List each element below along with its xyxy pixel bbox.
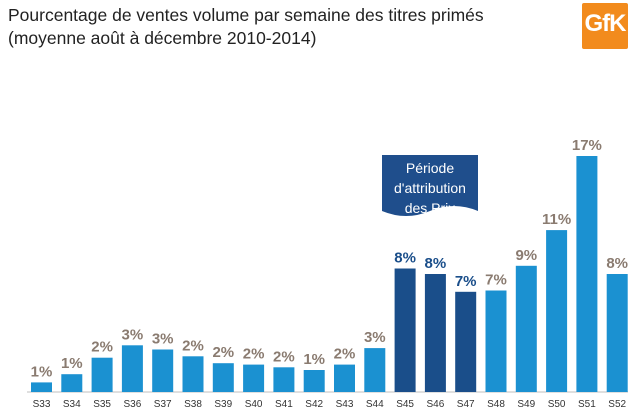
value-label-s52: 8% (606, 255, 628, 272)
bar-s41 (273, 367, 295, 392)
bar-s52 (606, 274, 628, 392)
bar-s46 (424, 274, 446, 392)
value-label-s34: 1% (61, 355, 83, 372)
tick-label-s38: S38 (184, 399, 202, 410)
callout-text: Période d'attribution des Prix (382, 158, 478, 218)
tick-labels-group: S33 S34 S35 S36 S37 S38 S39 S40 S41 S42 S43 S44 S45 S… (33, 399, 627, 410)
bar-s42 (303, 370, 325, 392)
bar-s34 (61, 374, 83, 392)
tick-label-s45: S45 (396, 399, 414, 410)
tick-label-s51: S51 (578, 399, 596, 410)
tick-label-s42: S42 (305, 399, 323, 410)
tick-label-s41: S41 (275, 399, 293, 410)
value-label-s40: 2% (243, 346, 265, 363)
bar-s43 (334, 364, 355, 392)
bar-s47 (455, 291, 477, 392)
bar-s51 (576, 156, 598, 392)
callout-line-2: d'attribution (394, 180, 466, 196)
tick-label-s33: S33 (33, 399, 51, 410)
value-label-s37: 3% (152, 331, 174, 348)
value-label-s36: 3% (122, 326, 144, 343)
value-label-s50: 11% (542, 211, 571, 228)
bar-s50 (546, 230, 568, 392)
tick-label-s43: S43 (336, 399, 354, 410)
value-label-s39: 2% (212, 344, 234, 361)
tick-label-s36: S36 (124, 399, 142, 410)
bar-s37 (152, 349, 174, 392)
value-label-s48: 7% (485, 272, 507, 289)
bar-s36 (121, 345, 143, 392)
callout-line-1: Période (405, 160, 455, 176)
tick-label-s48: S48 (487, 399, 505, 410)
value-label-s38: 2% (182, 337, 204, 354)
bar-s39 (212, 363, 234, 392)
value-label-s43: 2% (334, 346, 356, 363)
value-label-s46: 8% (425, 255, 447, 272)
tick-label-s39: S39 (214, 399, 232, 410)
tick-label-s35: S35 (93, 399, 111, 410)
tick-label-s34: S34 (63, 399, 81, 410)
callout-shape (382, 155, 478, 216)
value-label-s51: 17% (572, 137, 602, 154)
tick-label-s49: S49 (517, 399, 535, 410)
logo-text: GfK (584, 10, 627, 37)
bar-s38 (182, 356, 204, 392)
value-label-s41: 2% (273, 348, 295, 365)
value-label-s49: 9% (515, 247, 537, 264)
title-line-2: (moyenne août à décembre 2010-2014) (8, 28, 317, 48)
bar-s45 (394, 268, 416, 392)
value-label-s45: 8% (394, 250, 416, 267)
chart-title: Pourcentage de ventes volume par semaine… (8, 4, 568, 50)
tick-label-s46: S46 (427, 399, 445, 410)
tick-label-s52: S52 (608, 399, 626, 410)
prize-period-callout: Période d'attribution des Prix (382, 155, 478, 225)
tick-label-s40: S40 (245, 399, 263, 410)
tick-label-s50: S50 (548, 399, 566, 410)
bar-s40 (243, 364, 265, 392)
tick-label-s37: S37 (154, 399, 172, 410)
value-label-s33: 1% (31, 363, 53, 380)
callout-line-3: des Prix (404, 200, 456, 216)
title-line-1: Pourcentage de ventes volume par semaine… (8, 5, 484, 25)
bars-group (31, 156, 628, 392)
value-label-s35: 2% (91, 339, 113, 356)
bar-s48 (485, 290, 507, 392)
value-labels-group: 1% 1% 2% 3% 3% 2% 2% 2% 2% 1% 2% 3% 8% 8% 7% 7% 9% 11% 17%… (31, 137, 628, 380)
bar-s35 (91, 357, 113, 392)
bar-s44 (364, 348, 386, 392)
tick-label-s44: S44 (366, 399, 384, 410)
value-label-s44: 3% (364, 329, 386, 346)
value-label-s42: 1% (303, 351, 325, 368)
bar-s33 (31, 382, 52, 392)
tick-label-s47: S47 (457, 399, 475, 410)
gfk-logo: GfK (582, 3, 628, 49)
bar-s49 (515, 265, 537, 392)
value-label-s47: 7% (455, 273, 477, 290)
